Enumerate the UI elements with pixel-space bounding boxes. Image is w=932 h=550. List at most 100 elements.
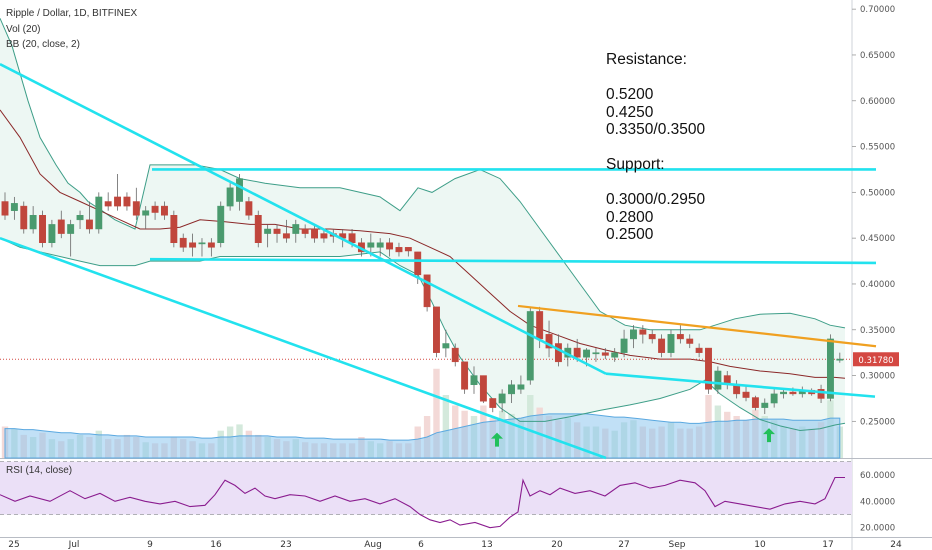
candle-body — [367, 242, 375, 248]
candle-body — [676, 334, 684, 340]
candle-body — [189, 242, 197, 248]
time-tick-label: 10 — [754, 540, 766, 550]
price-tick-label: 0.50000 — [860, 188, 895, 198]
up-arrow-icon — [763, 428, 775, 443]
candle-body — [817, 389, 825, 399]
time-tick-label: 20 — [551, 540, 563, 550]
candle-body — [114, 196, 122, 207]
candle-body — [48, 224, 56, 243]
candle-body — [583, 349, 591, 358]
time-tick-label: 9 — [147, 540, 153, 550]
time-tick-label: Jul — [68, 540, 80, 550]
support-resistance-note: Resistance: 0.5200 0.4250 0.3350/0.3500 … — [606, 51, 705, 244]
candle-body — [714, 370, 722, 390]
candle-body — [414, 251, 422, 276]
candle-body — [658, 338, 666, 353]
candle-body — [836, 358, 844, 361]
price-tick-label: 0.35000 — [860, 326, 895, 336]
candle-body — [789, 391, 797, 395]
time-tick-label: 16 — [210, 540, 222, 550]
candle-body — [301, 228, 309, 234]
rsi-tick-label: 20.0000 — [860, 524, 895, 534]
bollinger-upper — [0, 18, 846, 331]
price-tick-label: 0.55000 — [860, 143, 895, 153]
rsi-band-fill — [0, 461, 852, 515]
price-tick-label: 0.25000 — [860, 417, 895, 427]
candle-body — [517, 384, 525, 390]
bb-legend[interactable]: BB (20, close, 2) — [6, 39, 80, 50]
support-level: 0.2800 — [606, 208, 654, 226]
candle-body — [292, 224, 300, 234]
candle-body — [592, 352, 600, 355]
volume-legend[interactable]: Vol (20) — [6, 24, 41, 35]
resistance-level: 0.3350/0.3500 — [606, 121, 706, 138]
support-level: 0.2500 — [606, 226, 654, 243]
candle-body — [226, 187, 234, 207]
candle-body — [320, 233, 328, 239]
candle-body — [601, 352, 609, 356]
last-price-label: 0.31780 — [858, 356, 893, 366]
candle-body — [376, 242, 384, 248]
candle-body — [554, 343, 562, 363]
candle-body — [526, 311, 534, 381]
candle-body — [254, 215, 262, 243]
candle-body — [29, 215, 37, 230]
resistance-level: 0.5200 — [606, 86, 654, 103]
cyan-trendline — [0, 62, 607, 375]
candle-body — [508, 384, 515, 395]
time-tick-label: 17 — [822, 540, 833, 550]
candle-body — [386, 242, 394, 250]
price-tick-label: 0.45000 — [860, 234, 895, 244]
candle-body — [39, 215, 46, 243]
candle-body — [686, 338, 694, 344]
candle-body — [311, 228, 318, 239]
candle-body — [770, 393, 778, 404]
candle-body — [470, 375, 478, 385]
candle-body — [404, 247, 412, 252]
rsi-tick-label: 40.0000 — [860, 497, 895, 507]
candle-body — [198, 242, 206, 245]
rsi-legend[interactable]: RSI (14, close) — [6, 465, 73, 476]
candle-body — [536, 311, 544, 340]
price-tick-label: 0.65000 — [860, 51, 895, 61]
candle-body — [207, 242, 215, 248]
candle-body — [245, 201, 253, 216]
support-level: 0.3000/0.2950 — [606, 191, 706, 208]
orange-resistance-line — [517, 304, 877, 348]
candle-body — [648, 334, 656, 340]
candle-body — [217, 205, 225, 243]
candle-body — [751, 397, 759, 408]
candle-body — [76, 215, 84, 221]
cyan-trendline — [605, 372, 876, 398]
rsi-tick-label: 60.0000 — [860, 471, 895, 481]
symbol-legend[interactable]: Ripple / Dollar, 1D, BITFINEX — [6, 8, 138, 19]
time-tick-label: Aug — [364, 540, 382, 550]
candle-body — [20, 205, 28, 230]
time-tick-label: 13 — [481, 540, 492, 550]
price-tick-label: 0.70000 — [860, 5, 895, 15]
time-tick-label: Sep — [669, 540, 686, 550]
resistance-title: Resistance: — [606, 51, 687, 68]
candle-body — [264, 228, 272, 234]
candle-body — [451, 347, 459, 363]
rsi-line — [0, 476, 845, 529]
candle-body — [639, 329, 647, 335]
candle-body — [95, 196, 103, 230]
candle-body — [57, 219, 65, 234]
candle-body — [395, 247, 403, 253]
candle-body — [498, 393, 506, 404]
candle-body — [780, 391, 787, 395]
candle-body — [1, 201, 9, 216]
candle-body — [67, 224, 75, 234]
up-arrow-icon — [491, 432, 503, 447]
time-tick-label: 23 — [280, 540, 291, 550]
candle-body — [123, 196, 131, 207]
support-title: Support: — [606, 156, 665, 173]
candle-body — [348, 233, 356, 243]
candle-body — [442, 343, 450, 349]
volume-bar — [442, 395, 450, 458]
candle-body — [479, 375, 487, 402]
volume-bar — [433, 368, 440, 458]
